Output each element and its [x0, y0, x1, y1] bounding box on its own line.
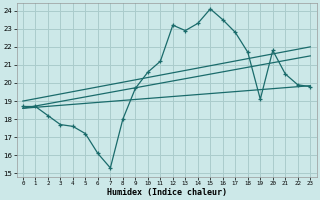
X-axis label: Humidex (Indice chaleur): Humidex (Indice chaleur) [107, 188, 227, 197]
